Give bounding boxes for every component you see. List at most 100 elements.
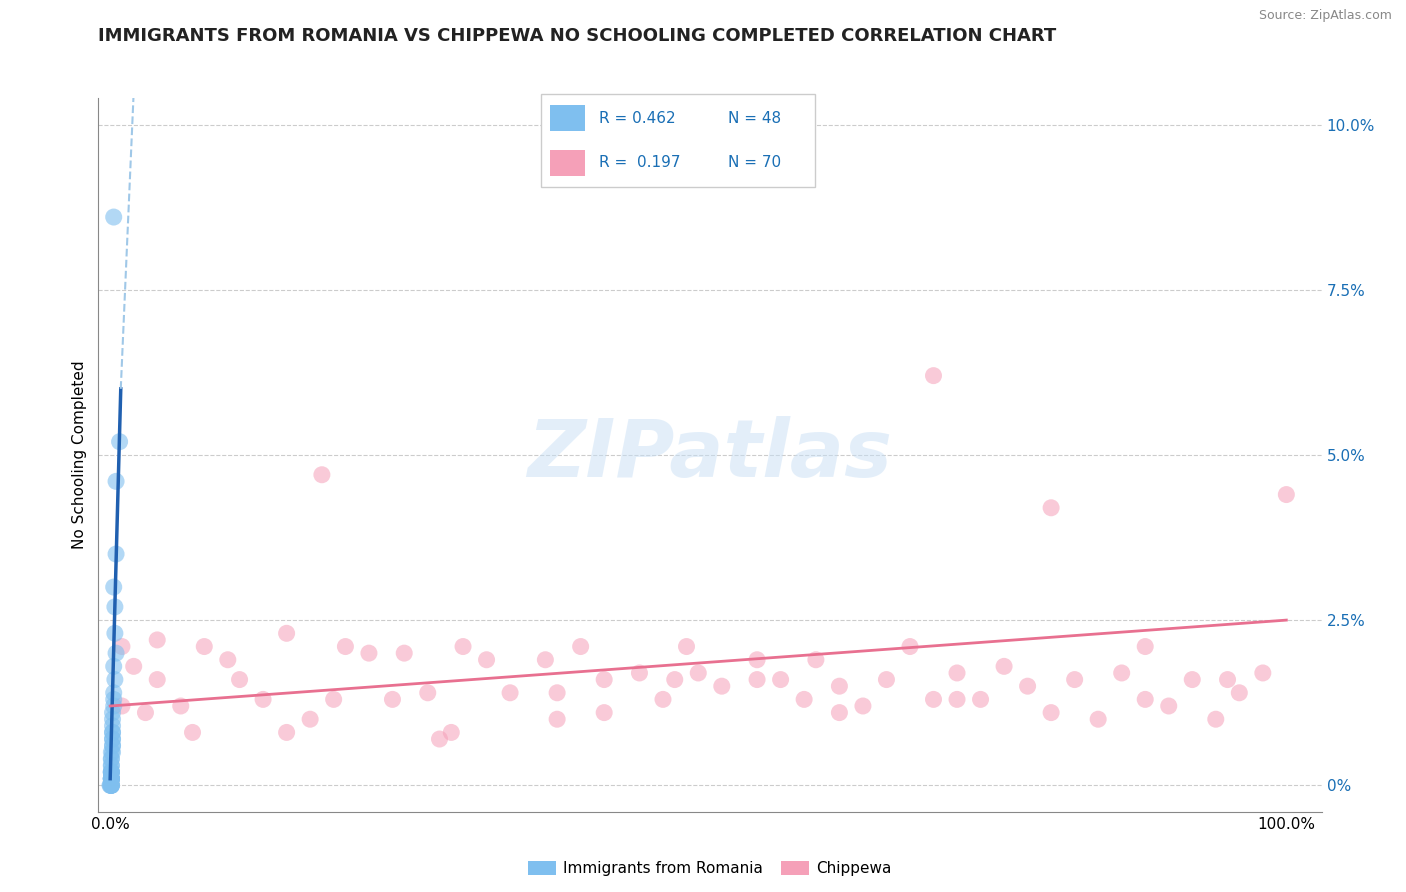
Point bbox=[100, 772, 122, 786]
Point bbox=[100, 752, 122, 766]
Point bbox=[100, 745, 122, 759]
Point bbox=[100, 772, 122, 786]
Point bbox=[146, 673, 169, 687]
Point bbox=[335, 640, 357, 654]
Point bbox=[311, 467, 333, 482]
Point bbox=[1111, 665, 1133, 680]
Point bbox=[100, 778, 122, 792]
Point bbox=[852, 698, 875, 713]
Point bbox=[593, 673, 616, 687]
FancyBboxPatch shape bbox=[550, 105, 585, 131]
Point bbox=[100, 758, 122, 772]
Point bbox=[101, 712, 124, 726]
Point bbox=[429, 732, 451, 747]
Point bbox=[217, 653, 239, 667]
Point bbox=[828, 679, 851, 693]
Point bbox=[103, 580, 125, 594]
Point bbox=[170, 698, 193, 713]
Point bbox=[98, 778, 121, 792]
Y-axis label: No Schooling Completed: No Schooling Completed bbox=[72, 360, 87, 549]
Point bbox=[100, 778, 122, 792]
Point bbox=[475, 653, 498, 667]
Point bbox=[1181, 673, 1204, 687]
Legend: Immigrants from Romania, Chippewa: Immigrants from Romania, Chippewa bbox=[522, 855, 898, 882]
Point bbox=[100, 765, 122, 780]
Point bbox=[546, 712, 568, 726]
Point bbox=[546, 686, 568, 700]
Text: R = 0.462: R = 0.462 bbox=[599, 111, 675, 126]
Point bbox=[946, 665, 969, 680]
Point bbox=[100, 778, 122, 792]
Point bbox=[100, 765, 122, 780]
Point bbox=[1216, 673, 1239, 687]
Point bbox=[101, 719, 124, 733]
Text: ZIPatlas: ZIPatlas bbox=[527, 416, 893, 494]
Point bbox=[228, 673, 250, 687]
Point bbox=[108, 434, 131, 449]
Point bbox=[100, 765, 122, 780]
FancyBboxPatch shape bbox=[550, 150, 585, 176]
Text: N = 48: N = 48 bbox=[728, 111, 780, 126]
Point bbox=[381, 692, 404, 706]
Point bbox=[104, 626, 127, 640]
Point bbox=[100, 758, 122, 772]
Point bbox=[357, 646, 380, 660]
Point bbox=[946, 692, 969, 706]
Point bbox=[101, 725, 124, 739]
Point bbox=[828, 706, 851, 720]
Point bbox=[1063, 673, 1085, 687]
Point bbox=[534, 653, 557, 667]
Point bbox=[1040, 706, 1063, 720]
Point bbox=[1087, 712, 1109, 726]
Point bbox=[1205, 712, 1227, 726]
Point bbox=[101, 739, 124, 753]
Point bbox=[652, 692, 675, 706]
Point bbox=[416, 686, 439, 700]
Point bbox=[100, 772, 122, 786]
Point bbox=[969, 692, 991, 706]
Point bbox=[103, 210, 125, 224]
Point bbox=[101, 732, 124, 747]
Text: IMMIGRANTS FROM ROMANIA VS CHIPPEWA NO SCHOOLING COMPLETED CORRELATION CHART: IMMIGRANTS FROM ROMANIA VS CHIPPEWA NO S… bbox=[98, 27, 1057, 45]
Point bbox=[688, 665, 710, 680]
Point bbox=[569, 640, 592, 654]
Point bbox=[101, 745, 124, 759]
Point bbox=[499, 686, 522, 700]
Point bbox=[769, 673, 792, 687]
Point bbox=[252, 692, 274, 706]
Point bbox=[100, 778, 122, 792]
FancyBboxPatch shape bbox=[541, 94, 815, 187]
Point bbox=[1157, 698, 1180, 713]
Point bbox=[322, 692, 344, 706]
Point bbox=[146, 632, 169, 647]
Point bbox=[745, 653, 768, 667]
Point bbox=[628, 665, 651, 680]
Point bbox=[675, 640, 697, 654]
Text: Source: ZipAtlas.com: Source: ZipAtlas.com bbox=[1258, 9, 1392, 22]
Point bbox=[804, 653, 827, 667]
Point bbox=[993, 659, 1015, 673]
Point bbox=[745, 673, 768, 687]
Point bbox=[299, 712, 322, 726]
Point bbox=[100, 772, 122, 786]
Point bbox=[100, 752, 122, 766]
Point bbox=[100, 772, 122, 786]
Point bbox=[134, 706, 156, 720]
Text: R =  0.197: R = 0.197 bbox=[599, 155, 681, 170]
Point bbox=[1135, 640, 1157, 654]
Point bbox=[100, 772, 122, 786]
Point bbox=[922, 368, 945, 383]
Point bbox=[664, 673, 686, 687]
Point bbox=[104, 599, 127, 614]
Point bbox=[181, 725, 204, 739]
Point bbox=[451, 640, 474, 654]
Point bbox=[1227, 686, 1250, 700]
Point bbox=[103, 659, 125, 673]
Point bbox=[1040, 500, 1063, 515]
Point bbox=[898, 640, 921, 654]
Point bbox=[111, 698, 134, 713]
Point bbox=[100, 778, 122, 792]
Point bbox=[103, 686, 125, 700]
Point bbox=[100, 765, 122, 780]
Point bbox=[593, 706, 616, 720]
